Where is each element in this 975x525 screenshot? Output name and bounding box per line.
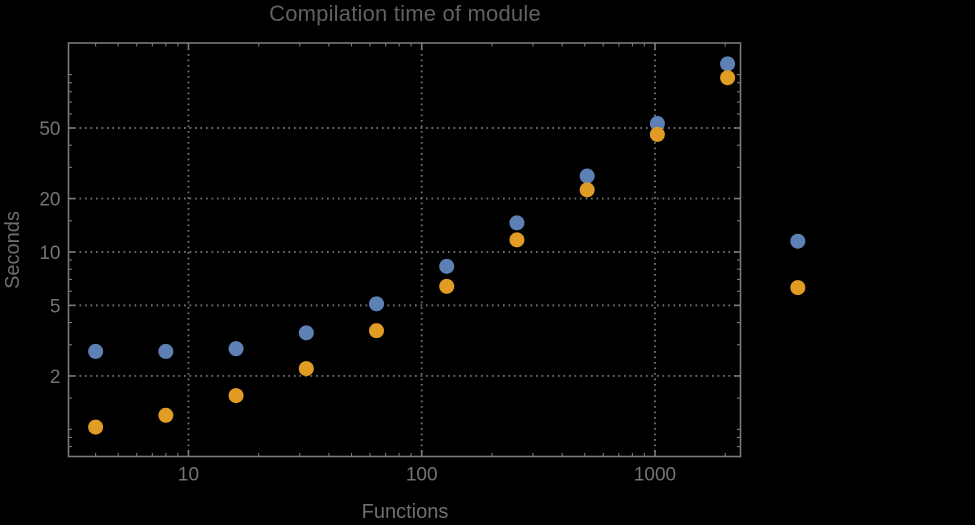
- x-tick-label: 1000: [634, 465, 676, 486]
- x-axis-title: Functions: [361, 501, 449, 523]
- data-point-blue: [158, 343, 174, 359]
- data-point-blue: [579, 168, 595, 184]
- data-point-blue: [88, 343, 104, 359]
- y-tick-label: 2: [50, 367, 61, 388]
- data-point-orange: [649, 126, 665, 142]
- data-point-orange: [790, 280, 806, 296]
- chart-title: Compilation time of module: [269, 1, 541, 26]
- data-point-orange: [720, 70, 736, 86]
- y-tick-label: 5: [50, 296, 61, 317]
- y-tick-label: 20: [39, 190, 60, 211]
- data-point-orange: [298, 361, 314, 377]
- data-point-orange: [509, 232, 525, 248]
- data-point-orange: [369, 323, 385, 339]
- data-point-blue: [509, 215, 525, 231]
- y-tick-label: 10: [39, 243, 60, 264]
- data-point-blue: [720, 56, 736, 72]
- data-point-orange: [579, 182, 595, 198]
- data-point-blue: [298, 325, 314, 341]
- data-point-blue: [369, 296, 385, 312]
- data-point-blue: [228, 341, 244, 357]
- x-tick-label: 10: [178, 465, 199, 486]
- data-point-orange: [88, 419, 104, 435]
- data-point-orange: [158, 407, 174, 423]
- plot-frame: [67, 42, 742, 458]
- y-tick-label: 50: [39, 119, 60, 140]
- data-point-blue: [790, 233, 806, 249]
- data-point-blue: [649, 116, 665, 132]
- data-point-orange: [228, 388, 244, 404]
- data-point-blue: [439, 258, 455, 274]
- x-tick-label: 100: [406, 465, 438, 486]
- data-point-orange: [439, 278, 455, 294]
